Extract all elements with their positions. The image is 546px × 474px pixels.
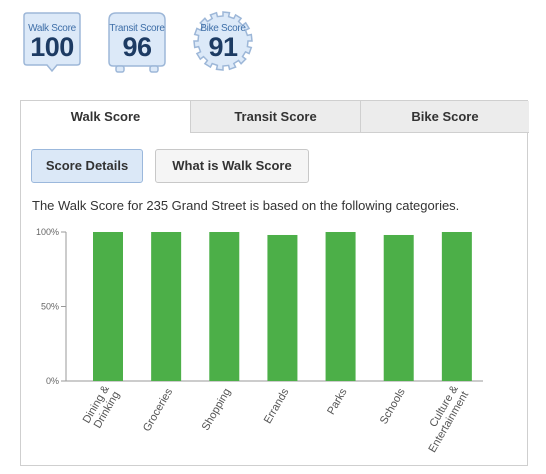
walk-badge-shape-icon xyxy=(23,12,81,73)
bike-badge-value: 91 xyxy=(208,32,238,62)
score-tabs: Walk Score Transit Score Bike Score xyxy=(21,101,529,133)
x-category-label: Schools xyxy=(378,386,408,426)
x-category-label: Culture &Entertainment xyxy=(416,383,471,455)
x-category-label: Parks xyxy=(325,386,350,417)
y-tick-label: 100% xyxy=(36,227,59,237)
y-tick-label: 0% xyxy=(46,376,59,386)
what-is-walk-score-button[interactable]: What is Walk Score xyxy=(155,149,309,183)
y-tick-label: 50% xyxy=(41,302,59,312)
x-category-label: Shopping xyxy=(200,387,234,433)
bar-groceries xyxy=(151,232,182,381)
tab-bike-score[interactable]: Bike Score xyxy=(360,101,529,133)
tab-walk-score[interactable]: Walk Score xyxy=(21,101,190,133)
walk-score-badge[interactable]: Walk Score 100 xyxy=(21,10,83,74)
walk-badge-label: Walk Score xyxy=(28,23,76,34)
transit-badge-label: Transit Score xyxy=(109,23,165,34)
transit-badge-shape-icon xyxy=(108,12,166,73)
bar-dining-drinking xyxy=(93,232,123,381)
x-category-label: Groceries xyxy=(141,386,175,434)
category-bar-chart: 100% 50% 0% Dining &Drinking Groceries Shopp… xyxy=(36,227,483,455)
walk-badge-value: 100 xyxy=(30,32,74,62)
x-category-label: Dining &Drinking xyxy=(81,383,123,432)
x-category-label: Errands xyxy=(262,386,292,426)
score-description: The Walk Score for 235 Grand Street is b… xyxy=(32,198,460,213)
bar-parks xyxy=(325,232,356,381)
bar-errands xyxy=(267,234,298,381)
score-details-button[interactable]: Score Details xyxy=(31,149,143,183)
bar-shopping xyxy=(209,232,240,381)
transit-badge-value: 96 xyxy=(122,32,152,62)
tab-transit-score[interactable]: Transit Score xyxy=(190,101,360,133)
bike-score-badge[interactable]: Bike Score 91 xyxy=(192,10,254,74)
bike-gear-icon xyxy=(193,11,253,71)
bar-schools xyxy=(383,234,414,381)
score-panel: Walk Score Transit Score Bike Score Scor… xyxy=(20,100,529,466)
bike-badge-label: Bike Score xyxy=(200,23,246,34)
transit-score-badge[interactable]: Transit Score 96 xyxy=(106,10,168,74)
bar-culture-entertainment xyxy=(441,232,472,381)
